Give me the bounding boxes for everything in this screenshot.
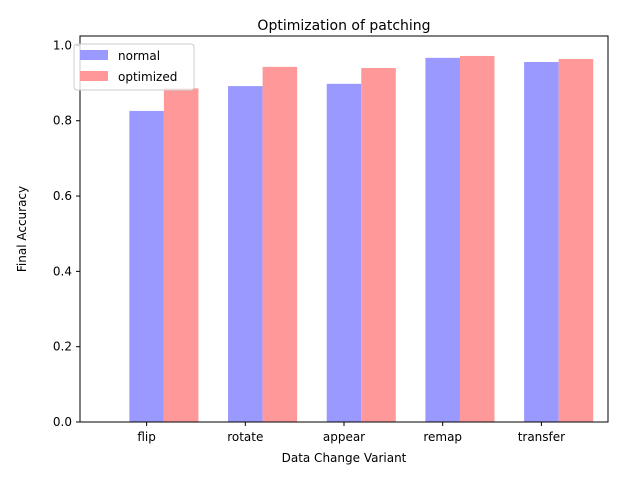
x-axis-label: Data Change Variant (282, 451, 407, 465)
y-axis: 0.0 0.2 0.4 0.6 0.8 1.0 (53, 38, 80, 429)
legend: normal optimized (73, 43, 195, 91)
y-tick-label: 0.6 (53, 189, 72, 203)
x-axis: flip rotate appear remap transfer (137, 422, 565, 444)
bar-optimized-appear (361, 68, 396, 422)
bar-optimized-transfer (558, 58, 594, 422)
legend-swatch-normal (80, 50, 108, 60)
bar-normal-transfer (524, 61, 559, 423)
bar-optimized-rotate (262, 66, 298, 422)
y-tick-label: 0.2 (53, 340, 72, 354)
x-tick-label-remap: remap (423, 430, 462, 444)
bar-normal-rotate (228, 86, 263, 423)
x-tick-label-rotate: rotate (227, 430, 263, 444)
legend-label-optimized: optimized (118, 70, 177, 84)
bar-optimized-remap (459, 55, 495, 423)
y-tick-label: 0.8 (53, 114, 72, 128)
y-axis-label: Final Accuracy (15, 186, 29, 272)
bar-normal-remap (425, 57, 460, 422)
chart-title: Optimization of patching (257, 18, 430, 34)
y-tick-label: 1.0 (53, 38, 72, 52)
y-tick-label: 0.4 (53, 264, 72, 278)
x-tick-label-transfer: transfer (518, 430, 565, 444)
bars-layer (129, 55, 594, 423)
bar-normal-appear (326, 83, 362, 422)
legend-label-normal: normal (118, 49, 160, 63)
bar-optimized-flip (163, 88, 199, 422)
x-tick-label-appear: appear (323, 430, 365, 444)
legend-swatch-optimized (80, 71, 108, 81)
y-tick-label: 0.0 (53, 415, 72, 429)
x-tick-label-flip: flip (137, 430, 156, 444)
bar-normal-flip (129, 110, 164, 422)
